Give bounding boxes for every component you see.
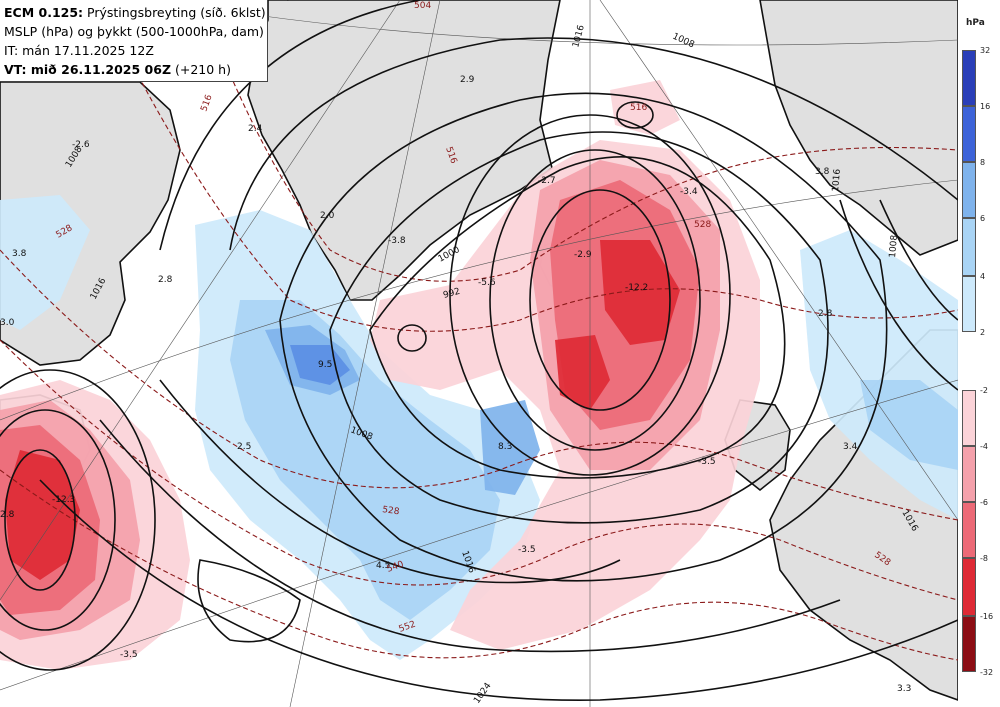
tendency-label: -3.8 [388, 236, 406, 246]
fall-area-4 [600, 240, 680, 345]
legend-tick: -4 [980, 442, 988, 451]
land-svalbard [759, 0, 958, 256]
tendency-label: 2.8 [818, 309, 833, 319]
fall-area-5 [555, 335, 610, 410]
legend-tick: 4 [980, 272, 986, 281]
rise-area-4 [290, 345, 350, 385]
lead-time: (+210 h) [171, 62, 231, 77]
legend-tick: -8 [980, 554, 988, 563]
weather-map: -2.6 2.4 2.9 3.8 2.8 3.0 2.0 -3.8 -2.7 -… [0, 0, 958, 707]
legend-swatch-blue-8 [962, 162, 976, 218]
tendency-label: -3.5 [518, 545, 536, 555]
land-greenland [247, 0, 561, 301]
legend-tick: 2 [980, 328, 986, 337]
legend-swatch-red-2 [962, 390, 976, 446]
isobars [0, 0, 958, 701]
tendency-label: 3.3 [897, 684, 911, 694]
tendency-label: 2.0 [320, 211, 335, 221]
isobar-label: 992 [442, 287, 461, 301]
title-line-1: ECM 0.125: Prýstingsbreyting (síð. 6klst… [4, 3, 267, 22]
legend-swatch-blue-6 [962, 218, 976, 276]
title-line-3: IT: mán 17.11.2025 12Z [4, 43, 154, 58]
tendency-label: 2.4 [248, 124, 263, 134]
tendency-label: 3.8 [12, 249, 27, 259]
tendency-label: 2.5 [237, 442, 251, 452]
tendency-label: -2.7 [538, 176, 556, 186]
tendency-label: -12.2 [625, 283, 648, 293]
isobar-label: 1008 [671, 32, 696, 51]
tendency-label: 3.4 [843, 442, 858, 452]
legend-swatch-red-16 [962, 616, 976, 672]
tendency-label: 3.8 [815, 167, 830, 177]
legend-tick: 16 [980, 102, 991, 111]
tendency-label: -2.6 [72, 140, 90, 150]
thickness-label: 528 [382, 505, 401, 517]
fall-area-9 [5, 450, 80, 580]
product-name: Prýstingsbreyting (síð. 6klst) [83, 5, 266, 20]
tendency-label: -2.9 [574, 250, 592, 260]
legend-tick: 32 [980, 46, 991, 55]
legend-tick: 8 [980, 158, 986, 167]
tendency-label: -3.4 [680, 187, 698, 197]
tendency-label: 2.8 [0, 510, 15, 520]
title-line-2: MSLP (hPa) og þykkt (500-1000hPa, dam) [4, 24, 264, 39]
legend-unit: hPa [966, 18, 985, 28]
isobar-label: 1024 [472, 681, 493, 706]
tendency-label: 9.5 [318, 360, 332, 370]
legend-tick: -6 [980, 498, 988, 507]
tendency-label: -5.6 [478, 278, 496, 288]
thickness-label: 516 [630, 103, 647, 113]
tendency-label: 2.8 [158, 275, 173, 285]
legend-swatch-blue-32 [962, 50, 976, 106]
tendency-labels: -2.6 2.4 2.9 3.8 2.8 3.0 2.0 -3.8 -2.7 -… [0, 75, 911, 694]
valid-time: VT: mið 26.11.2025 06Z [4, 62, 172, 77]
legend-tick: -16 [980, 612, 994, 621]
model-name: ECM 0.125: [4, 5, 84, 20]
isobar-label: 1000 [437, 245, 462, 265]
thickness-label: 516 [199, 93, 214, 113]
legend-swatch-red-8 [962, 558, 976, 616]
rise-area-6 [0, 195, 90, 330]
color-legend: hPa 32 16 8 6 4 2 -2 -4 -6 -8 -16 -32 [958, 0, 1000, 707]
isobar-label: 1016 [571, 24, 587, 49]
tendency-label: -12.3 [52, 495, 75, 505]
tendency-label: 4.5 [376, 561, 390, 571]
thickness-lines [0, 0, 958, 661]
isobar-label: 1016 [281, 0, 295, 3]
legend-swatch-blue-16 [962, 106, 976, 162]
tendency-label: 3.0 [0, 318, 15, 328]
tendency-label: -3.5 [698, 457, 716, 467]
tendency-label: 2.9 [460, 75, 475, 85]
tendency-label: 8.3 [498, 442, 512, 452]
thickness-label: 528 [694, 220, 711, 230]
rise-area-8 [860, 380, 958, 470]
title-line-4: VT: mið 26.11.2025 06Z (+210 h) [4, 60, 267, 79]
legend-tick: -32 [980, 668, 994, 677]
thickness-label: 504 [414, 1, 431, 11]
isobar-label: 1016 [831, 168, 843, 192]
isobar-label: 1008 [888, 234, 900, 258]
title-box: ECM 0.125: Prýstingsbreyting (síð. 6klst… [0, 0, 268, 82]
tendency-label: -3.5 [120, 650, 138, 660]
legend-swatch-red-4 [962, 446, 976, 502]
legend-swatch-red-6 [962, 502, 976, 558]
legend-swatch-blue-4 [962, 276, 976, 332]
legend-tick: 6 [980, 214, 986, 223]
legend-tick: -2 [980, 386, 988, 395]
